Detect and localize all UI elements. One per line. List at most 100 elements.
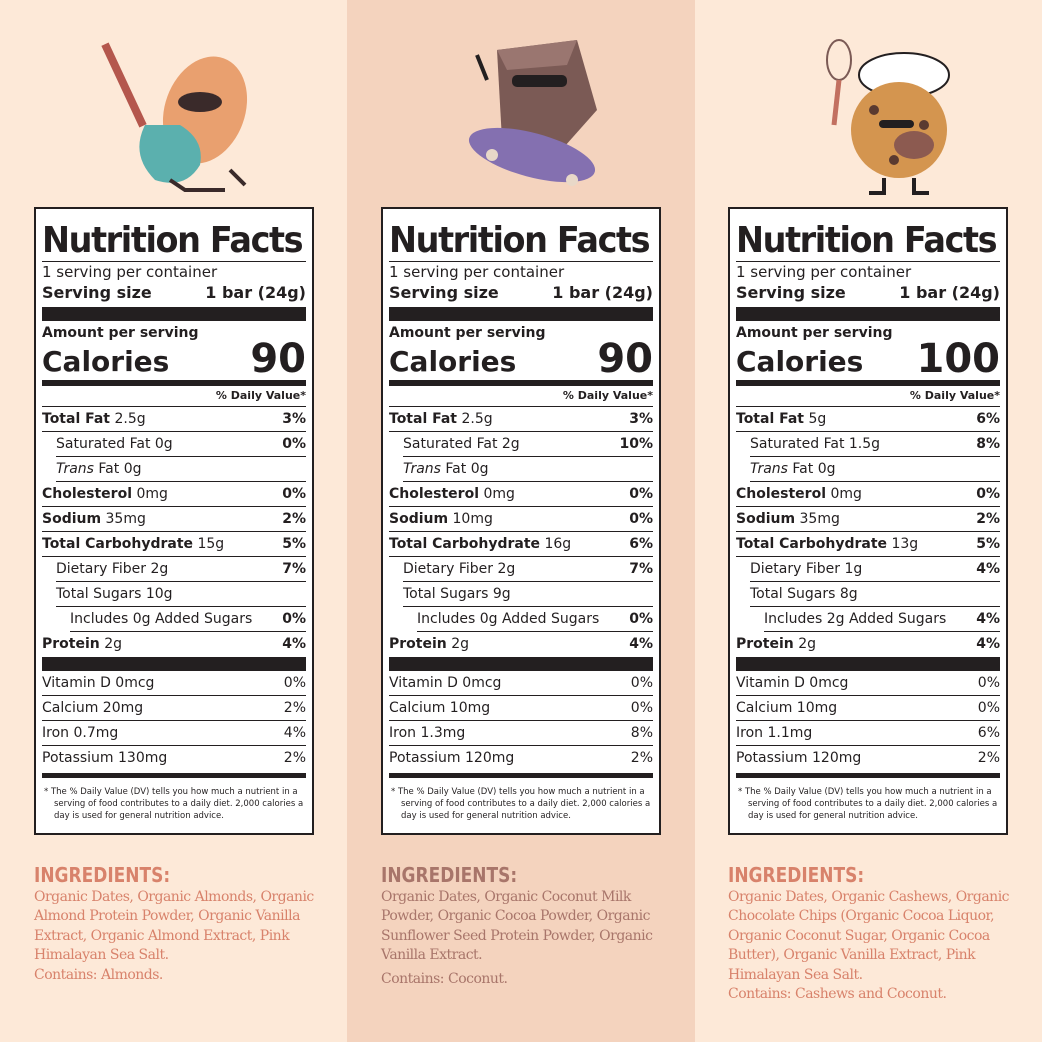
ingredients-heading: INGREDIENTS: [381,863,518,887]
ingredients-heading: INGREDIENTS: [34,863,171,887]
nutrient-amount: 9g [488,586,511,602]
nutrient-amount: 2g [493,561,516,577]
cookie-chef-with-whisk-illustration [826,39,950,195]
nutrient-row: Total Fat 5g 6% [736,407,1000,432]
nutrient-row: Dietary Fiber 1g 4% [750,557,1000,582]
nutrient-row: Includes 0g Added Sugars 0% [417,607,653,632]
nutrient-name: Cholesterol 0mg [42,486,168,502]
nutrient-daily-value: 4% [976,636,1000,652]
product-column-2: Nutrition Facts 1 serving per container … [347,0,694,1042]
serving-size-value: 1 bar (24g) [899,283,1000,302]
divider-thick [389,657,653,671]
nutrient-row: Includes 2g Added Sugars 4% [764,607,1000,632]
nutrient-row: Cholesterol 0mg 0% [42,482,306,507]
nutrient-name: Protein 2g [389,636,469,652]
nutrient-amount: 35mg [101,511,146,527]
nutrient-amount: 2.5g [110,411,146,427]
calories-label: Calories [736,345,864,378]
vitamin-name: Vitamin D 0mcg [736,675,849,691]
nutrient-amount: 15g [193,536,225,552]
vitamin-name: Calcium 20mg [42,700,144,716]
vitamin-name: Iron 1.1mg [736,725,813,741]
nutrient-name: Total Fat 2.5g [389,411,493,427]
daily-value-footnote: * The % Daily Value (DV) tells you how m… [391,787,651,821]
nutrient-name: Total Carbohydrate 16g [389,536,572,552]
nutrient-amount: 0mg [826,486,862,502]
nutrient-amount: 0g [150,436,173,452]
vitamin-name: Calcium 10mg [389,700,491,716]
vitamin-row: Vitamin D 0mcg 0% [736,671,1000,696]
vitamin-name: Vitamin D 0mcg [389,675,502,691]
nutrient-daily-value: 8% [976,436,1000,452]
vitamin-daily-value: 6% [977,725,1000,741]
nutrient-daily-value: 7% [282,561,306,577]
nutrient-row: Cholesterol 0mg 0% [736,482,1000,507]
nutrient-row: Saturated Fat 0g 0% [56,432,306,457]
vitamin-row: Potassium 120mg 2% [736,746,1000,771]
nutrient-row: Protein 2g 4% [389,632,653,657]
vitamin-name: Iron 1.3mg [389,725,466,741]
brownie-on-skateboard-illustration [468,40,597,186]
ingredients-text: Organic Dates, Organic Cashews, Organic … [728,888,1010,983]
nutrient-amount: 0g [119,461,142,477]
amount-per-serving: Amount per serving [42,325,199,341]
divider-medium [42,773,306,778]
daily-value-header: % Daily Value* [42,386,306,407]
servings-per-container: 1 serving per container [42,263,218,281]
nutrient-row: Total Fat 2.5g 3% [42,407,306,432]
ingredients-heading: INGREDIENTS: [728,863,865,887]
nutrient-name: Saturated Fat 2g [403,436,520,452]
vitamin-row: Vitamin D 0mcg 0% [389,671,653,696]
serving-size-value: 1 bar (24g) [552,283,653,302]
nutrient-name: Total Sugars 10g [56,586,173,602]
nutrient-row: Dietary Fiber 2g 7% [56,557,306,582]
vitamin-row: Calcium 10mg 0% [389,696,653,721]
nutrient-daily-value: 10% [619,436,653,452]
vitamin-name: Vitamin D 0mcg [42,675,155,691]
nutrient-row: Sodium 10mg 0% [389,507,653,532]
brownie-skateboard-mascot [468,40,597,186]
servings-per-container: 1 serving per container [736,263,912,281]
nutrient-daily-value: 0% [629,611,653,627]
nutrient-name: Total Carbohydrate 13g [736,536,919,552]
vitamin-daily-value: 0% [630,700,653,716]
nutrient-row: Trans Fat 0g [403,457,653,482]
vitamin-daily-value: 0% [977,700,1000,716]
daily-value-header: % Daily Value* [389,386,653,407]
label-title: Nutrition Facts [736,220,998,261]
nutrient-name: Dietary Fiber 2g [403,561,516,577]
nutrient-list: Total Fat 5g 6% Saturated Fat 1.5g 8% Trans … [736,407,1000,657]
label-title: Nutrition Facts [42,220,304,261]
nutrition-facts-label: Nutrition Facts 1 serving per container … [381,207,661,835]
nutrient-name: Includes 0g Added Sugars [417,611,600,627]
daily-value-footnote: * The % Daily Value (DV) tells you how m… [738,787,998,821]
nutrient-name: Protein 2g [42,636,122,652]
nutrient-name: Saturated Fat 0g [56,436,173,452]
divider-medium [736,773,1000,778]
vitamin-daily-value: 0% [977,675,1000,691]
amount-per-serving: Amount per serving [736,325,893,341]
almond-playing-guitar-illustration [101,42,248,192]
calories-value: 90 [250,336,306,382]
divider-thick [736,657,1000,671]
nutrient-daily-value: 6% [976,411,1000,427]
vitamin-list: Vitamin D 0mcg 0% Calcium 10mg 0% Iron 1.1mg… [736,671,1000,771]
vitamin-daily-value: 2% [977,750,1000,766]
vitamin-daily-value: 2% [283,750,306,766]
nutrient-amount: 2.5g [457,411,493,427]
nutrient-row: Total Sugars 9g [403,582,653,607]
divider-thick [42,657,306,671]
nutrient-list: Total Fat 2.5g 3% Saturated Fat 2g 10% Trans… [389,407,653,657]
vitamin-row: Calcium 20mg 2% [42,696,306,721]
serving-size-label: Serving size [389,283,499,302]
nutrient-daily-value: 4% [976,561,1000,577]
nutrient-daily-value: 2% [282,511,306,527]
nutrient-daily-value: 4% [976,611,1000,627]
nutrient-name: Trans Fat 0g [403,461,489,477]
nutrient-amount: 10g [141,586,173,602]
nutrient-row: Saturated Fat 1.5g 8% [750,432,1000,457]
nutrient-amount: 2g [793,636,816,652]
nutrient-daily-value: 5% [282,536,306,552]
calories-value: 100 [916,336,1001,382]
nutrient-row: Total Carbohydrate 16g 6% [389,532,653,557]
